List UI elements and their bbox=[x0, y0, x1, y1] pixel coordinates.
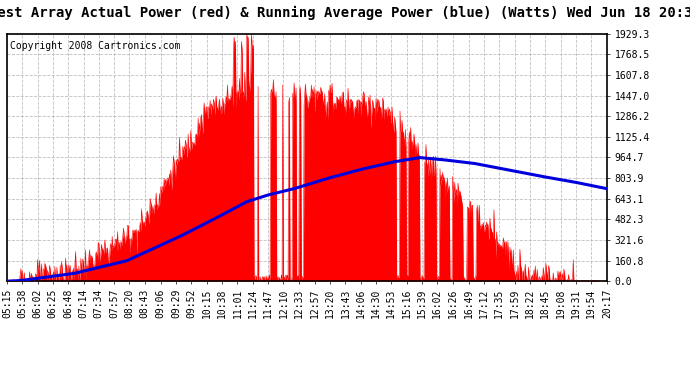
Text: Copyright 2008 Cartronics.com: Copyright 2008 Cartronics.com bbox=[10, 41, 180, 51]
Text: West Array Actual Power (red) & Running Average Power (blue) (Watts) Wed Jun 18 : West Array Actual Power (red) & Running … bbox=[0, 6, 690, 20]
